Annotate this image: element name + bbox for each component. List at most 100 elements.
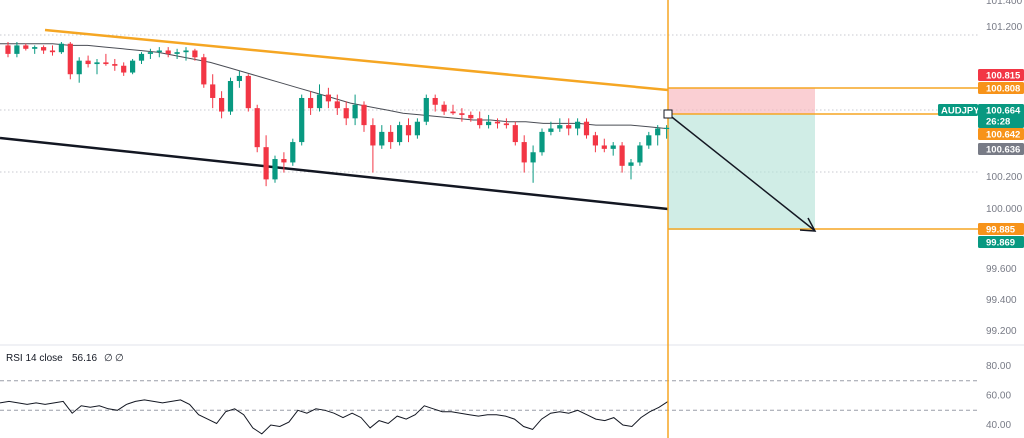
candle[interactable] xyxy=(308,91,314,115)
candle[interactable] xyxy=(548,121,554,136)
candle[interactable] xyxy=(245,74,251,112)
candle[interactable] xyxy=(432,94,438,112)
candle[interactable] xyxy=(414,118,420,139)
candle[interactable] xyxy=(566,118,572,136)
candle-body xyxy=(138,53,145,61)
candle[interactable] xyxy=(397,121,403,146)
candle[interactable] xyxy=(530,145,536,183)
candlesticks[interactable] xyxy=(5,42,670,187)
candle[interactable] xyxy=(325,87,331,109)
candle[interactable] xyxy=(557,118,563,132)
candle[interactable] xyxy=(236,70,242,88)
lower-trendline[interactable] xyxy=(0,136,669,211)
candle[interactable] xyxy=(112,58,118,71)
candle[interactable] xyxy=(192,48,198,61)
candle[interactable] xyxy=(23,43,29,51)
candle-body xyxy=(512,125,518,143)
candle[interactable] xyxy=(14,42,20,58)
candle[interactable] xyxy=(94,58,100,75)
candle[interactable] xyxy=(664,125,670,139)
candle[interactable] xyxy=(512,121,518,146)
candle[interactable] xyxy=(610,142,616,156)
candle[interactable] xyxy=(423,94,429,126)
candle[interactable] xyxy=(49,45,56,56)
candle[interactable] xyxy=(290,138,296,166)
candle[interactable] xyxy=(405,118,412,143)
candle-body xyxy=(316,94,323,109)
stop-loss-zone[interactable] xyxy=(668,88,815,114)
candle[interactable] xyxy=(343,101,349,126)
candle[interactable] xyxy=(76,57,82,83)
price-tag[interactable]: 100.642 xyxy=(978,128,1024,141)
candle[interactable] xyxy=(583,118,590,139)
candle[interactable] xyxy=(281,152,287,173)
candle[interactable] xyxy=(254,104,260,153)
candle[interactable] xyxy=(5,42,11,58)
candle[interactable] xyxy=(379,125,385,149)
candle[interactable] xyxy=(361,101,367,132)
candle[interactable] xyxy=(637,142,643,166)
price-tag-label: 100.636 xyxy=(986,145,1020,156)
candle[interactable] xyxy=(121,62,127,76)
candle[interactable] xyxy=(450,104,456,115)
candle-body xyxy=(14,45,20,54)
drawings[interactable] xyxy=(0,0,978,438)
candle[interactable] xyxy=(219,91,225,119)
candle[interactable] xyxy=(539,128,545,156)
candle[interactable] xyxy=(521,135,527,173)
candle[interactable] xyxy=(468,111,474,122)
candle[interactable] xyxy=(352,94,358,126)
price-tag[interactable]: 100.636 xyxy=(978,143,1024,156)
entry-marker[interactable] xyxy=(663,109,673,119)
candle[interactable] xyxy=(592,131,598,153)
candle[interactable] xyxy=(477,111,483,129)
candle[interactable] xyxy=(459,108,465,122)
candle[interactable] xyxy=(370,118,376,173)
price-tag[interactable]: 100.808 xyxy=(978,82,1024,95)
candle[interactable] xyxy=(619,142,625,173)
candle[interactable] xyxy=(601,138,607,153)
candle[interactable] xyxy=(494,118,501,129)
candle[interactable] xyxy=(646,131,652,149)
projection-arrow[interactable] xyxy=(667,113,815,231)
candle-body xyxy=(227,81,234,112)
candle[interactable] xyxy=(103,53,109,66)
candle[interactable] xyxy=(156,47,162,58)
candle[interactable] xyxy=(575,118,581,136)
candle[interactable] xyxy=(272,155,278,183)
candle[interactable] xyxy=(263,135,269,187)
price-tag[interactable]: 99.869 xyxy=(978,236,1024,249)
candle[interactable] xyxy=(165,47,171,58)
candle[interactable] xyxy=(628,159,634,180)
candle[interactable] xyxy=(41,45,47,54)
price-tag[interactable]: 99.885 xyxy=(978,223,1024,236)
candle[interactable] xyxy=(316,84,323,112)
candle[interactable] xyxy=(299,94,305,146)
candle[interactable] xyxy=(174,48,180,59)
candle[interactable] xyxy=(58,42,64,54)
candle[interactable] xyxy=(503,118,509,129)
price-axis[interactable]: 101.400 101.200 100.200 100.000 99.600 99.400… xyxy=(938,0,1024,431)
candle-body xyxy=(219,97,225,112)
candle[interactable] xyxy=(67,42,73,80)
candle[interactable] xyxy=(441,101,447,115)
candle[interactable] xyxy=(388,125,394,149)
candle[interactable] xyxy=(138,52,145,65)
candle[interactable] xyxy=(85,55,91,68)
candle[interactable] xyxy=(227,77,234,115)
candle[interactable] xyxy=(183,47,189,61)
candle[interactable] xyxy=(210,74,216,109)
upper-trendline[interactable] xyxy=(44,28,669,92)
candle[interactable] xyxy=(130,58,136,75)
candle[interactable] xyxy=(334,94,340,115)
candle[interactable] xyxy=(147,48,153,59)
candle[interactable] xyxy=(486,114,492,129)
price-tag[interactable]: 100.815 xyxy=(978,69,1024,82)
candle[interactable] xyxy=(32,45,38,54)
symbol-badge[interactable] xyxy=(938,104,978,116)
candle[interactable] xyxy=(655,125,661,146)
candle[interactable] xyxy=(201,53,207,88)
